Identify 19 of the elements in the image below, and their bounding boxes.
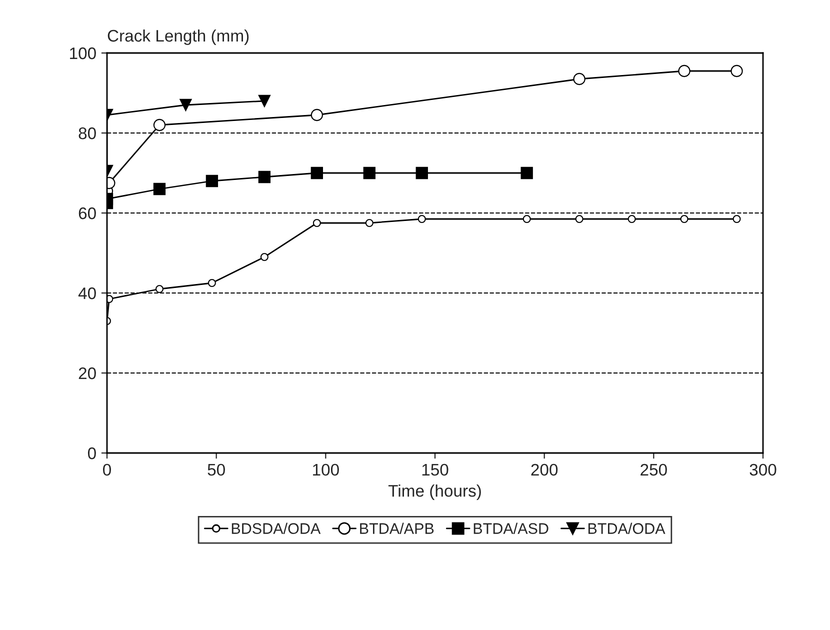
legend-label: BDSDA/ODA <box>232 522 321 534</box>
y-tick-label: 100 <box>70 47 96 60</box>
y-tick-label: 80 <box>78 127 96 140</box>
x-tick-label: 150 <box>422 464 448 476</box>
legend-label: BTDA/APB <box>360 522 434 534</box>
y-tick-label: 20 <box>78 367 96 380</box>
x-axis-title: Time (hours) <box>388 484 481 500</box>
y-tick-label: 0 <box>88 447 96 460</box>
x-tick-label: 50 <box>208 464 225 476</box>
x-tick-label: 250 <box>640 464 667 476</box>
y-tick-label: 40 <box>78 287 96 300</box>
legend-label: BTDA/ASD <box>474 522 548 534</box>
x-tick-label: 300 <box>750 464 776 476</box>
x-tick-label: 200 <box>531 464 558 476</box>
x-tick-label: 100 <box>313 464 339 476</box>
legend-label: BTDA/ODA <box>588 522 666 534</box>
x-tick-label: 0 <box>103 464 111 476</box>
y-tick-label: 60 <box>78 207 96 220</box>
y-axis-title: Crack Length (mm) <box>108 29 249 45</box>
